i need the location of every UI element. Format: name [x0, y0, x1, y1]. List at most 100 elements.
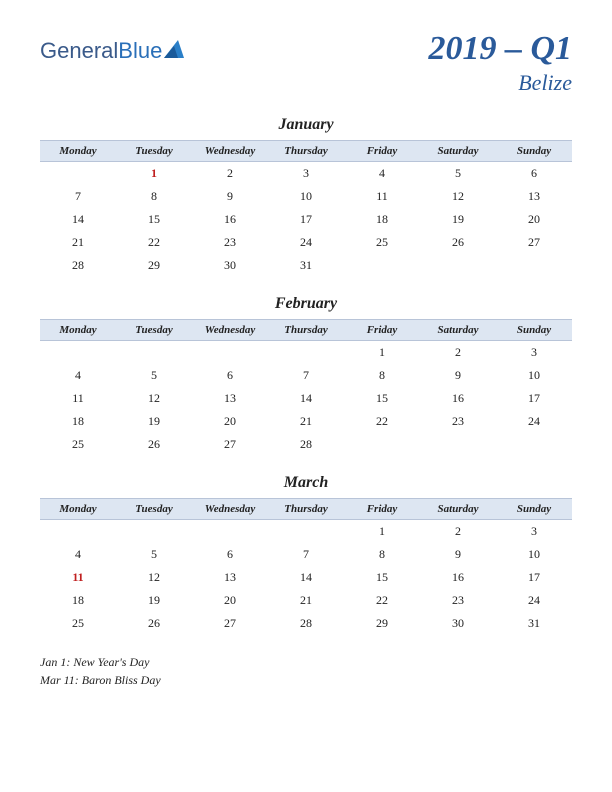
calendar-cell: 18 [40, 410, 116, 433]
calendar-cell [496, 254, 572, 277]
calendar-cell: 8 [344, 543, 420, 566]
calendar-cell: 19 [116, 589, 192, 612]
calendar-cell: 25 [40, 433, 116, 456]
weekday-header: Saturday [420, 141, 496, 162]
calendar-cell: 12 [116, 566, 192, 589]
calendar-cell: 7 [268, 364, 344, 387]
calendar-cell: 14 [40, 208, 116, 231]
calendar-cell [192, 520, 268, 544]
weekday-header: Friday [344, 320, 420, 341]
calendar-cell: 9 [192, 185, 268, 208]
calendar-cell [116, 341, 192, 365]
weekday-header: Saturday [420, 320, 496, 341]
calendar-cell: 20 [192, 589, 268, 612]
calendar-cell: 30 [420, 612, 496, 635]
calendar-cell: 17 [496, 387, 572, 410]
calendar-cell: 16 [420, 387, 496, 410]
calendar-cell: 10 [496, 543, 572, 566]
calendar-cell [344, 433, 420, 456]
calendar-cell: 3 [496, 341, 572, 365]
calendar-table: MondayTuesdayWednesdayThursdayFridaySatu… [40, 319, 572, 456]
calendar-cell: 18 [344, 208, 420, 231]
calendar-cell: 19 [420, 208, 496, 231]
calendar-cell: 13 [192, 566, 268, 589]
weekday-header: Monday [40, 320, 116, 341]
calendar-table: MondayTuesdayWednesdayThursdayFridaySatu… [40, 140, 572, 277]
calendar-cell: 15 [344, 566, 420, 589]
calendar-cell [192, 341, 268, 365]
holiday-list: Jan 1: New Year's DayMar 11: Baron Bliss… [40, 653, 572, 689]
calendar-cell: 7 [40, 185, 116, 208]
month-block: JanuaryMondayTuesdayWednesdayThursdayFri… [40, 116, 572, 277]
calendar-cell: 22 [344, 589, 420, 612]
calendar-cell: 6 [496, 162, 572, 186]
calendar-cell: 10 [496, 364, 572, 387]
weekday-header: Sunday [496, 320, 572, 341]
calendar-cell: 20 [192, 410, 268, 433]
calendar-cell: 18 [40, 589, 116, 612]
calendar-cell: 15 [116, 208, 192, 231]
calendar-cell: 25 [344, 231, 420, 254]
calendar-cell: 1 [344, 520, 420, 544]
calendar-cell: 4 [40, 364, 116, 387]
calendar-cell [40, 162, 116, 186]
calendar-table: MondayTuesdayWednesdayThursdayFridaySatu… [40, 498, 572, 635]
calendar-cell: 31 [496, 612, 572, 635]
calendar-cell: 11 [40, 566, 116, 589]
weekday-header: Wednesday [192, 141, 268, 162]
weekday-header: Tuesday [116, 499, 192, 520]
calendar-cell: 28 [268, 612, 344, 635]
month-name: March [40, 474, 572, 492]
month-block: FebruaryMondayTuesdayWednesdayThursdayFr… [40, 295, 572, 456]
calendar-cell: 29 [116, 254, 192, 277]
weekday-header: Wednesday [192, 499, 268, 520]
title-block: 2019 – Q1 Belize [428, 30, 572, 96]
weekday-header: Friday [344, 499, 420, 520]
weekday-header: Friday [344, 141, 420, 162]
calendar-cell: 17 [496, 566, 572, 589]
month-block: March MondayTuesdayWednesdayThursdayFrida… [40, 474, 572, 635]
calendar-cell: 26 [116, 612, 192, 635]
calendar-cell: 9 [420, 364, 496, 387]
calendar-cell [40, 341, 116, 365]
logo-text-general: General [40, 38, 118, 64]
calendar-cell [496, 433, 572, 456]
weekday-header: Thursday [268, 320, 344, 341]
weekday-header: Saturday [420, 499, 496, 520]
calendar-cell: 29 [344, 612, 420, 635]
calendar-cell: 21 [40, 231, 116, 254]
weekday-header: Sunday [496, 499, 572, 520]
calendar-cell: 2 [420, 520, 496, 544]
calendar-cell: 24 [268, 231, 344, 254]
calendar-cell: 22 [116, 231, 192, 254]
weekday-header: Tuesday [116, 320, 192, 341]
calendar-cell: 24 [496, 410, 572, 433]
weekday-header: Thursday [268, 499, 344, 520]
calendar-cell: 19 [116, 410, 192, 433]
calendar-cell: 27 [192, 433, 268, 456]
weekday-header: Monday [40, 141, 116, 162]
calendar-cell: 13 [496, 185, 572, 208]
calendar-cell: 5 [116, 543, 192, 566]
calendar-cell: 23 [420, 410, 496, 433]
calendar-cell [344, 254, 420, 277]
calendar-cell: 22 [344, 410, 420, 433]
calendar-cell: 16 [420, 566, 496, 589]
calendar-cell: 21 [268, 589, 344, 612]
calendar-cell: 30 [192, 254, 268, 277]
calendar-cell: 12 [420, 185, 496, 208]
weekday-header: Monday [40, 499, 116, 520]
page-title: 2019 – Q1 [428, 30, 572, 68]
logo: GeneralBlue [40, 38, 184, 64]
weekday-header: Sunday [496, 141, 572, 162]
calendar-cell: 13 [192, 387, 268, 410]
calendar-cell: 8 [344, 364, 420, 387]
calendar-cell: 28 [268, 433, 344, 456]
calendar-cell: 5 [116, 364, 192, 387]
calendar-cell: 14 [268, 566, 344, 589]
calendar-cell: 26 [420, 231, 496, 254]
weekday-header: Tuesday [116, 141, 192, 162]
page-subtitle: Belize [428, 70, 572, 96]
calendar-cell: 11 [344, 185, 420, 208]
calendar-cell: 25 [40, 612, 116, 635]
